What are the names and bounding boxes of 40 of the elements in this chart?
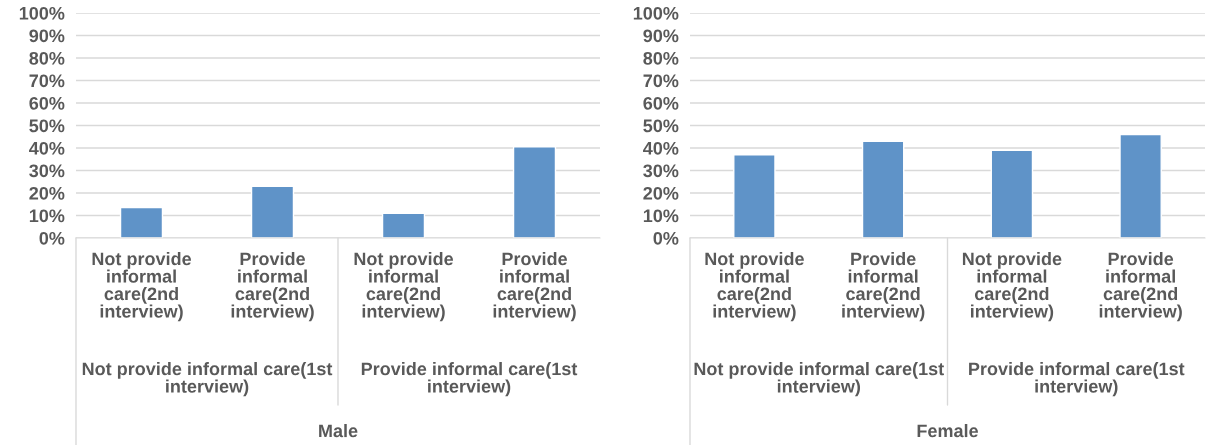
y-tick-label: 60% — [643, 96, 679, 110]
x-tick-label: Not provide informal care(2nd interview) — [92, 252, 192, 322]
x-axis-title: Male — [319, 424, 358, 438]
y-tick-label: 0% — [653, 231, 679, 245]
x-tick-label: Provide informal care(2nd interview) — [842, 252, 925, 322]
text: Provide informal care(1st interview) — [361, 362, 578, 397]
x-tick-label: Provide informal care(2nd interview) — [1099, 252, 1182, 322]
y-tick-label: 40% — [643, 141, 679, 155]
y-tick-label: 100% — [633, 6, 679, 20]
y-tick-label: 30% — [643, 164, 679, 178]
bar — [250, 185, 295, 238]
y-tick-label: 70% — [643, 74, 679, 88]
y-tick-label: 70% — [29, 74, 65, 88]
y-tick-label: 20% — [643, 186, 679, 200]
x-tick-label: Not provide informal care(2nd interview) — [354, 252, 454, 322]
y-tick-label: 10% — [643, 209, 679, 223]
y-tick-label: 50% — [643, 119, 679, 133]
x-axis-title: Female — [917, 424, 978, 438]
y-tick-label: 80% — [29, 51, 65, 65]
y-tick-label: 10% — [29, 209, 65, 223]
text: Provide informal care(1st interview) — [969, 362, 1185, 397]
bar — [512, 146, 557, 238]
y-tick-label: 0% — [39, 231, 65, 245]
y-tick-label: 90% — [643, 29, 679, 43]
y-tick-label: 20% — [29, 186, 65, 200]
y-tick-label: 50% — [29, 119, 65, 133]
y-tick-label: 90% — [29, 29, 65, 43]
bar — [381, 212, 426, 238]
x-tick-label: Not provide informal care(2nd interview) — [962, 252, 1062, 322]
text: Not provide informal care(1st interview) — [82, 362, 333, 397]
y-tick-label: 60% — [29, 96, 65, 110]
x-tick-label: Provide informal care(2nd interview) — [493, 252, 576, 322]
x-tick-label: Not provide informal care(2nd interview) — [705, 252, 804, 322]
x-tick-label: Provide informal care(2nd interview) — [231, 252, 314, 322]
y-tick-label: 40% — [29, 141, 65, 155]
text: Not provide informal care(1st interview) — [694, 362, 944, 397]
bar — [119, 206, 164, 238]
y-tick-label: 80% — [643, 51, 679, 65]
y-tick-label: 100% — [19, 6, 65, 20]
y-tick-label: 30% — [29, 164, 65, 178]
